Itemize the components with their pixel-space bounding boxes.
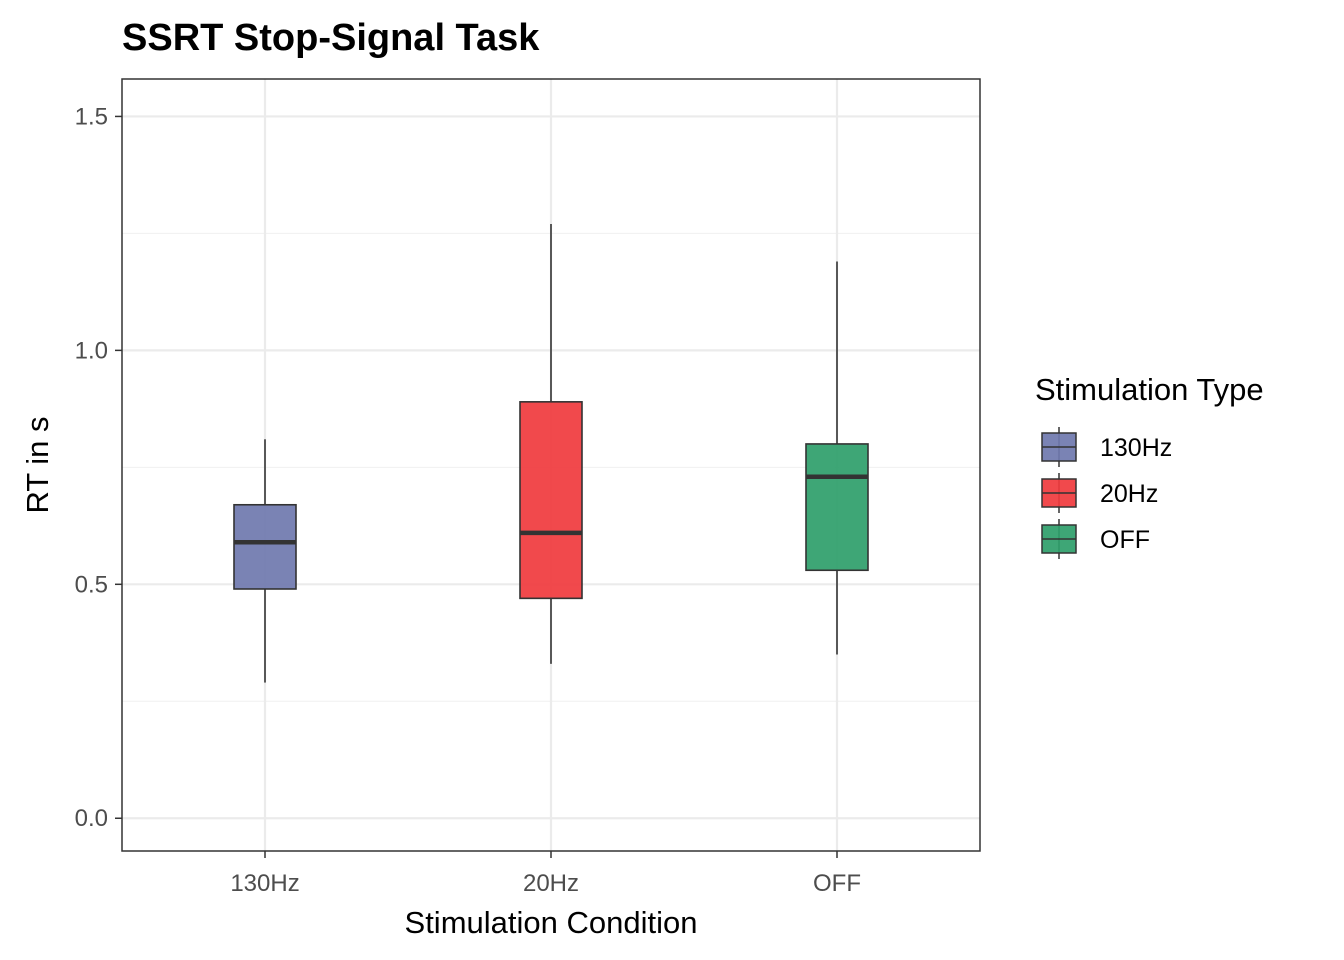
- box-20Hz: [519, 224, 583, 664]
- legend-label-20Hz: 20Hz: [1100, 480, 1158, 508]
- x-axis: 130Hz 20Hz OFF: [230, 851, 861, 897]
- chart-title: SSRT Stop-Signal Task: [122, 17, 540, 59]
- y-tick-label-1: 0.5: [75, 571, 108, 598]
- x-tick-label-2: OFF: [813, 870, 861, 897]
- y-tick-label-0: 0.0: [75, 805, 108, 832]
- boxes: [233, 224, 869, 683]
- x-tick-label-0: 130Hz: [230, 870, 299, 897]
- legend-label-130Hz: 130Hz: [1100, 434, 1172, 462]
- x-axis-title: Stimulation Condition: [405, 905, 698, 940]
- legend-label-OFF: OFF: [1100, 526, 1150, 554]
- box-OFF: [805, 261, 869, 655]
- y-axis-title: RT in s: [20, 416, 55, 513]
- legend: Stimulation Type 130Hz 20Hz OFF: [1035, 372, 1264, 559]
- box-130Hz: [233, 439, 297, 683]
- legend-entry-OFF: OFF: [1041, 519, 1150, 559]
- x-tick-label-1: 20Hz: [523, 870, 579, 897]
- box-iqr-130Hz: [233, 503, 297, 590]
- box-iqr-OFF: [805, 443, 869, 572]
- y-tick-label-2: 1.0: [75, 337, 108, 364]
- legend-entry-130Hz: 130Hz: [1041, 427, 1172, 467]
- legend-title: Stimulation Type: [1035, 372, 1264, 407]
- y-tick-label-3: 1.5: [75, 103, 108, 130]
- legend-entry-20Hz: 20Hz: [1041, 473, 1158, 513]
- box-iqr-20Hz: [519, 401, 583, 600]
- y-axis: 0.0 0.5 1.0 1.5: [75, 103, 122, 832]
